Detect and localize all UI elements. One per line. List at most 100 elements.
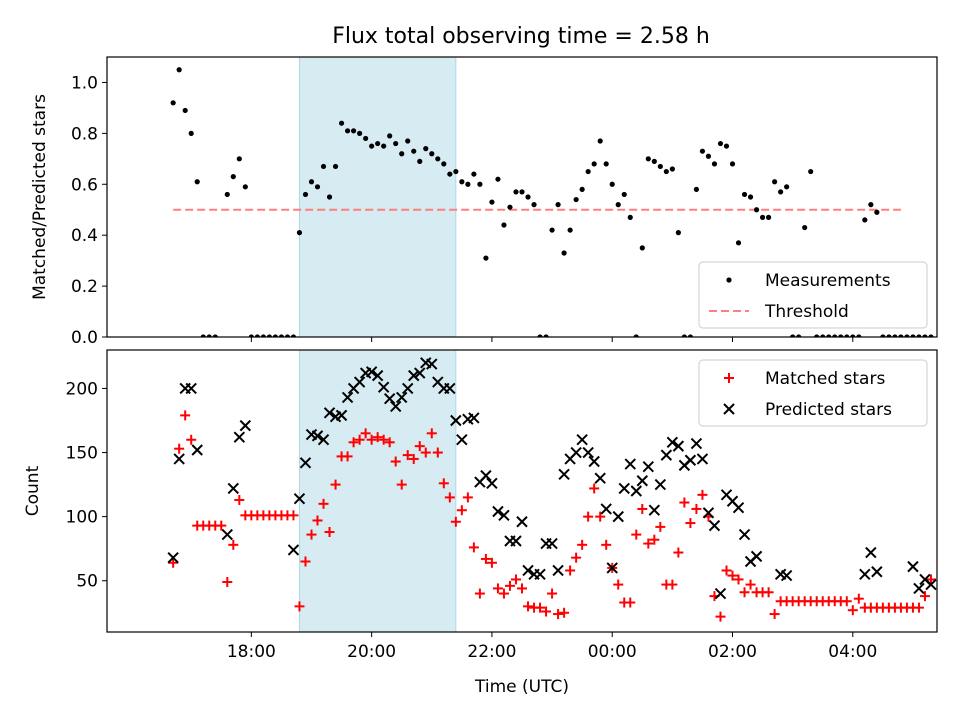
matched-point xyxy=(721,565,732,576)
matched-point xyxy=(468,542,479,553)
predicted-point xyxy=(233,431,246,443)
predicted-point xyxy=(365,366,378,378)
matched-point xyxy=(408,453,419,464)
measurement-point xyxy=(820,334,826,337)
measurement-point xyxy=(477,181,483,187)
x-tick-label: 04:00 xyxy=(828,642,877,662)
measurement-point xyxy=(904,334,910,337)
predicted-point xyxy=(684,454,697,466)
matched-point xyxy=(745,579,756,590)
predicted-point xyxy=(871,566,883,578)
matched-point xyxy=(535,602,546,613)
matched-point xyxy=(667,579,678,590)
measurement-point xyxy=(772,179,778,185)
y-tick-label: 0.2 xyxy=(71,277,98,297)
predicted-point xyxy=(865,546,877,559)
matched-point xyxy=(234,494,245,505)
measurement-point xyxy=(651,158,657,164)
matched-point xyxy=(637,503,648,514)
top-panel: 0.0 0.2 0.4 0.6 0.8 1.0 Matched/Predicted star… xyxy=(30,56,938,348)
measurement-point xyxy=(687,334,694,337)
matched-point xyxy=(631,529,642,540)
measurement-point xyxy=(170,100,176,106)
predicted-point xyxy=(239,419,252,432)
matched-point xyxy=(498,588,509,599)
y-axis-label: Count xyxy=(23,465,43,516)
matched-point xyxy=(517,583,527,594)
measurement-point xyxy=(711,161,718,167)
matched-point xyxy=(318,498,329,509)
matched-point xyxy=(589,483,600,494)
predicted-point xyxy=(522,564,534,577)
matched-point xyxy=(174,443,185,454)
measurement-point xyxy=(597,138,603,144)
predicted-point xyxy=(696,453,709,465)
matched-point xyxy=(396,479,407,490)
matched-point xyxy=(649,534,660,545)
matched-point xyxy=(366,434,377,445)
x-tick-label: 20:00 xyxy=(347,642,396,662)
matched-point xyxy=(595,511,606,522)
measurement-point xyxy=(567,227,573,233)
predicted-point xyxy=(221,528,233,541)
predicted-point xyxy=(293,492,306,505)
measurement-point xyxy=(176,67,182,73)
matched-point xyxy=(547,588,558,599)
measurement-point xyxy=(350,128,357,134)
predicted-point xyxy=(708,519,721,532)
measurement-point xyxy=(537,334,543,337)
measurement-point xyxy=(260,334,266,337)
measurement-point xyxy=(224,191,230,198)
predicted-point xyxy=(377,381,390,393)
measurement-point xyxy=(290,334,297,337)
measurement-point xyxy=(447,171,453,177)
measurement-point xyxy=(555,202,561,208)
measurement-point xyxy=(723,143,730,149)
axes-frame xyxy=(106,56,938,338)
measurement-point xyxy=(814,334,820,337)
y-axis-label: Matched/Predicted stars xyxy=(30,94,50,300)
measurement-point xyxy=(236,156,242,162)
predicted-point xyxy=(666,436,679,448)
measurement-point xyxy=(699,148,706,154)
predicted-point xyxy=(396,391,408,404)
measurement-point xyxy=(681,334,687,337)
predicted-point xyxy=(913,582,925,595)
measurement-point xyxy=(459,179,465,185)
measurement-point xyxy=(393,140,399,147)
measurement-point xyxy=(910,334,916,337)
matched-point xyxy=(432,447,443,458)
predicted-point xyxy=(654,478,667,491)
predicted-point xyxy=(185,382,197,395)
matched-point xyxy=(739,587,750,598)
measurement-point xyxy=(194,179,200,185)
measurement-point xyxy=(603,161,609,167)
measurement-point xyxy=(639,245,645,251)
legend-label: Matched stars xyxy=(765,369,885,389)
matched-point xyxy=(541,606,552,617)
matched-point xyxy=(456,505,467,516)
matched-point xyxy=(186,434,197,445)
predicted-point xyxy=(630,485,642,497)
predicted-point xyxy=(576,434,588,446)
predicted-point xyxy=(341,391,354,404)
measurement-point xyxy=(832,334,838,337)
measurement-point xyxy=(862,217,868,223)
y-tick-label: 50 xyxy=(76,572,98,592)
measurement-point xyxy=(591,161,597,167)
matched-point xyxy=(679,497,690,508)
legend-label: Predicted stars xyxy=(765,400,892,420)
measurement-point xyxy=(759,214,766,220)
predicted-point xyxy=(690,437,703,450)
predicted-point xyxy=(299,457,312,469)
measurement-point xyxy=(784,184,790,190)
matched-point xyxy=(354,434,365,445)
matched-point xyxy=(504,580,515,591)
matched-point xyxy=(673,547,684,558)
predicted-point xyxy=(480,469,492,482)
predicted-point xyxy=(323,407,336,419)
matched-point xyxy=(925,574,936,585)
measurement-point xyxy=(182,107,188,114)
matched-point xyxy=(486,557,497,568)
